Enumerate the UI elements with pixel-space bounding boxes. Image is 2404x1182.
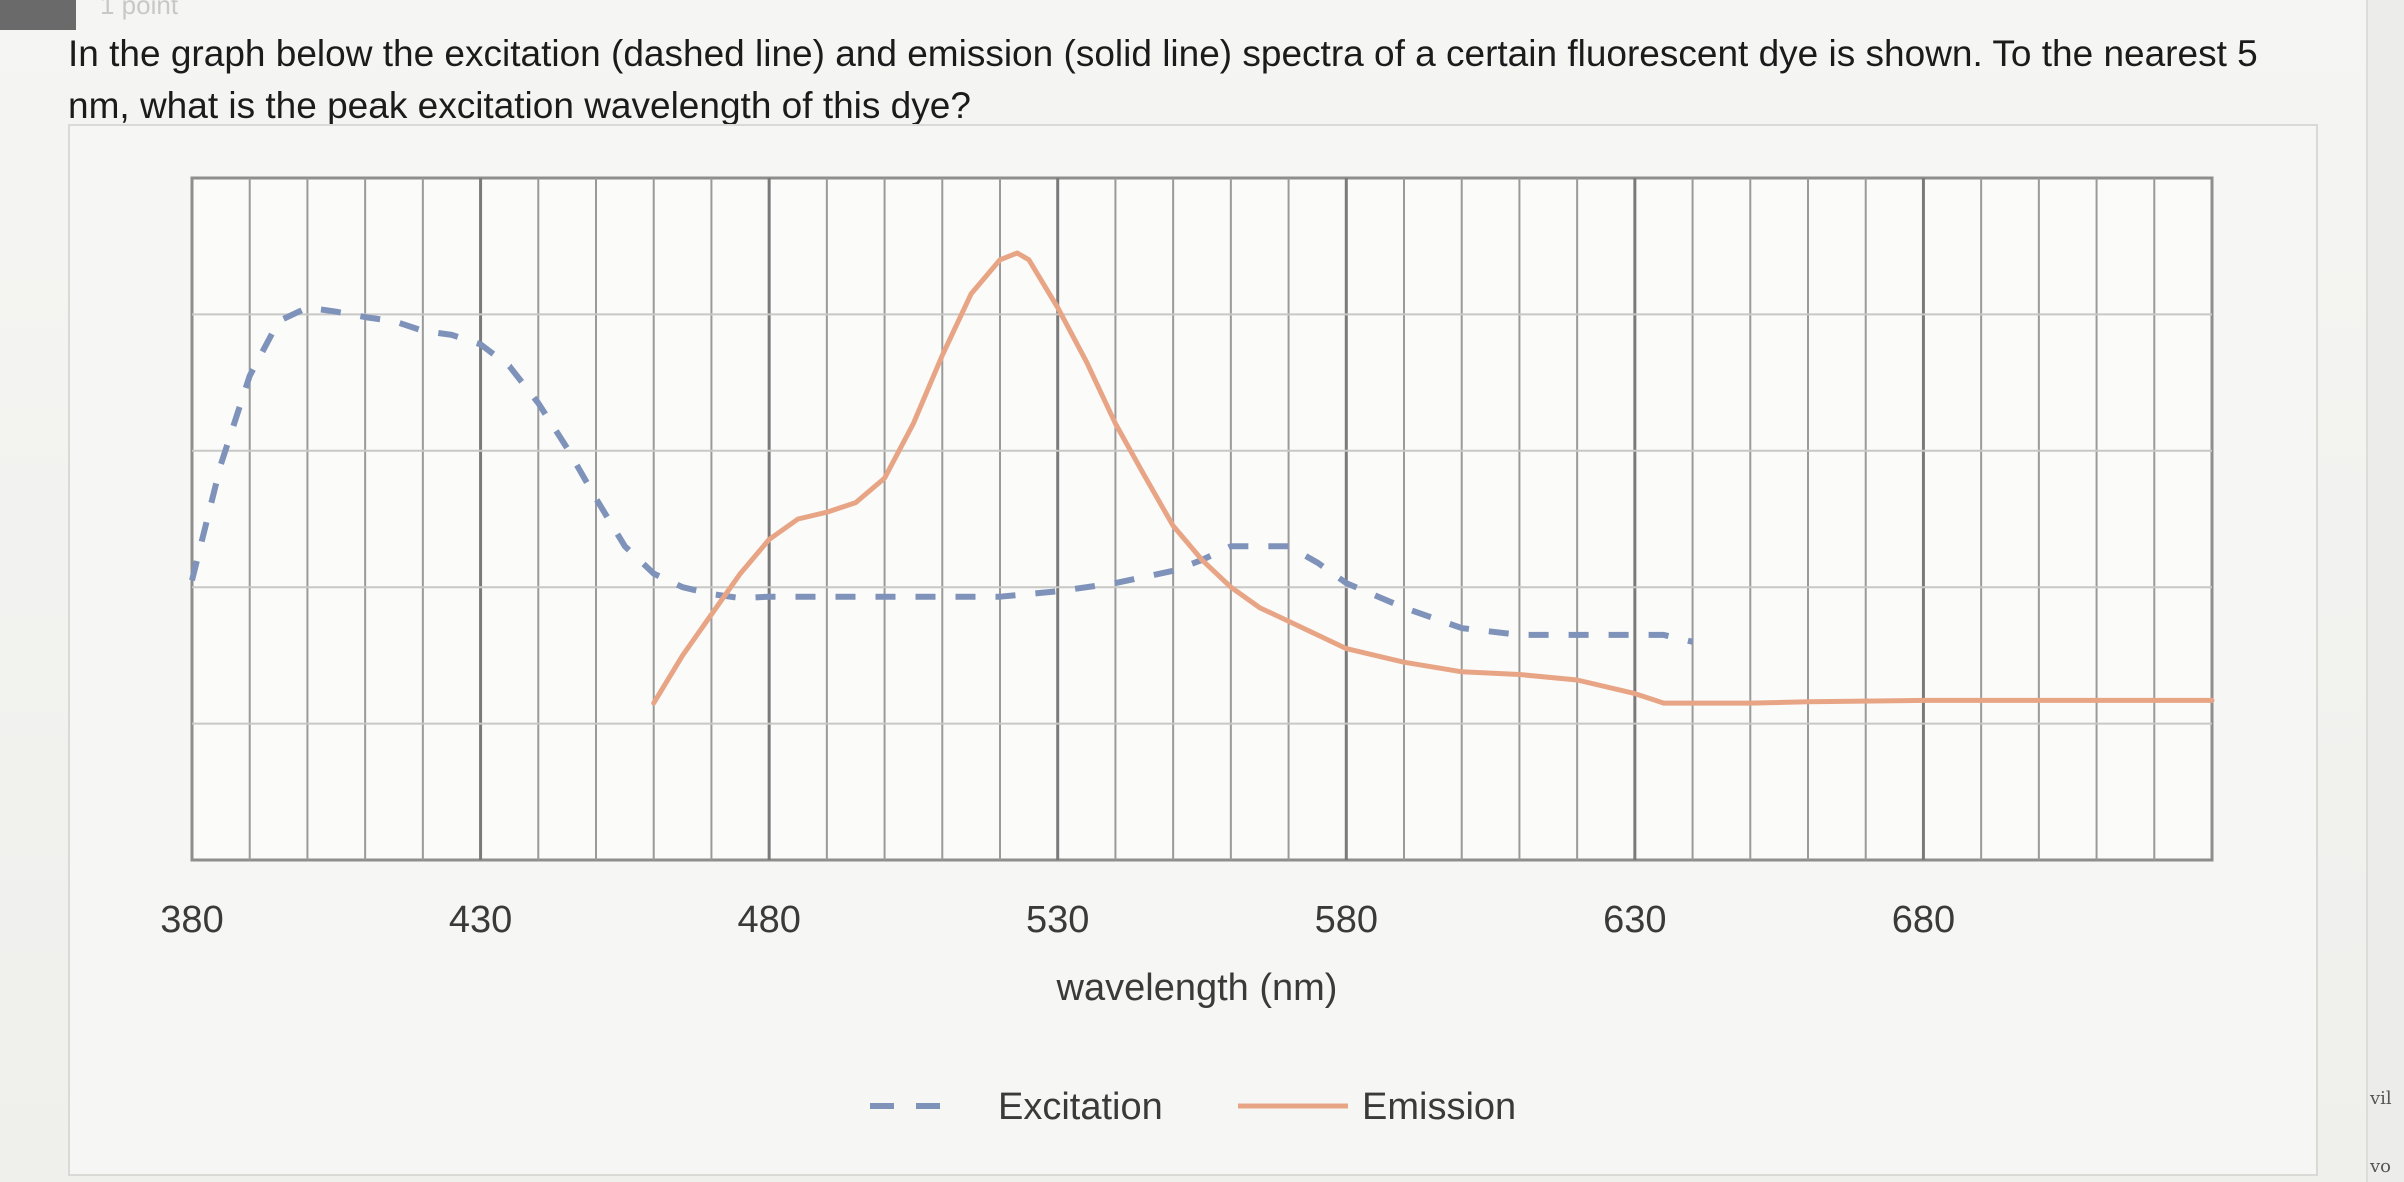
x-tick-label: 680 [1892,899,1955,941]
x-tick-label: 630 [1603,899,1666,941]
points-label: 1 point [100,0,179,20]
x-tick-label: 430 [449,899,512,941]
question-text: In the graph below the excitation (dashe… [68,33,2258,126]
edge-text-fragment: vo [2370,1156,2392,1177]
spectra-chart: 380 430 480 530 580 630 680 wavelength (nm) Ex… [160,176,2215,1128]
legend-excitation-label: Excitation [998,1086,1163,1128]
plot-area [190,176,2214,862]
x-tick-label: 380 [160,899,223,941]
legend: Excitation Emission [870,1086,1516,1128]
chart-frame: 380 430 480 530 580 630 680 wavelength (nm) Ex… [68,124,2318,1176]
x-tick-label: 530 [1026,899,1089,941]
x-tick-label: 480 [737,899,800,941]
x-tick-label: 580 [1315,899,1378,941]
x-axis-label: wavelength (nm) [1056,967,1338,1009]
excitation-series-line [189,304,1694,645]
emission-series-line [651,250,2215,706]
legend-emission-label: Emission [1362,1086,1516,1128]
question-number-tab [0,0,76,30]
right-page-edge [2366,0,2404,1182]
edge-text-fragment: vil [2370,1088,2392,1109]
